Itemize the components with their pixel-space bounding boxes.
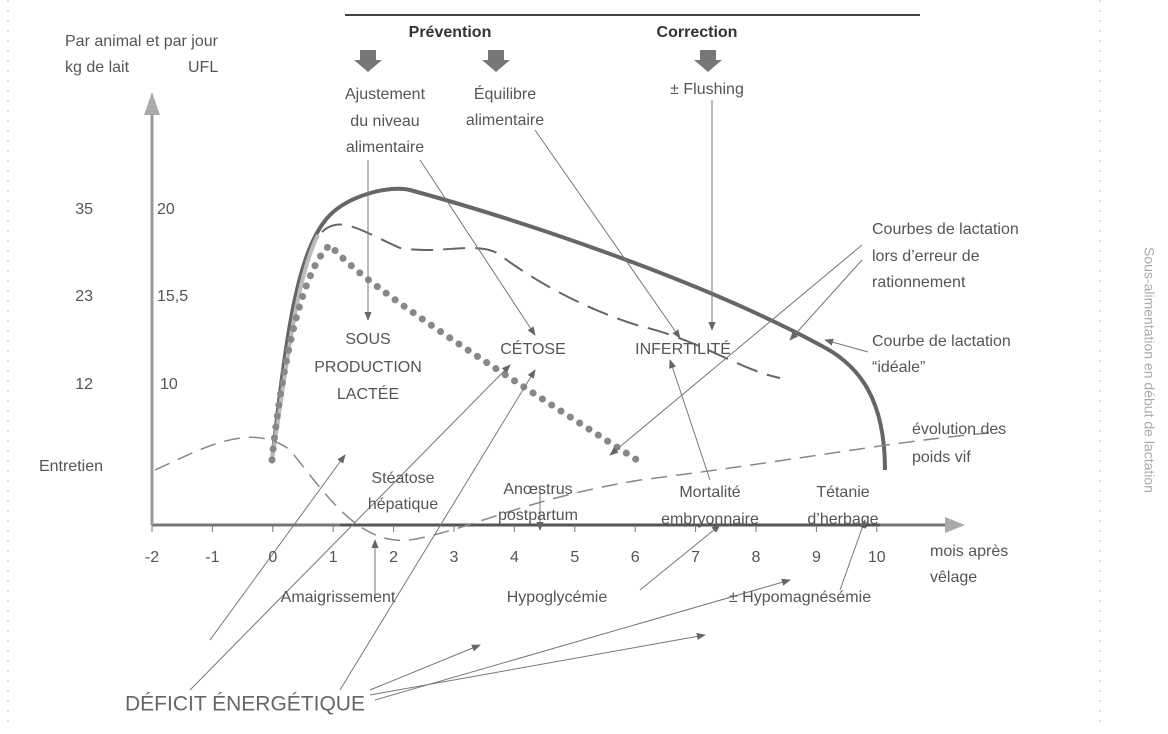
x-tick-label: 2 [389, 549, 398, 566]
x-title: vêlage [930, 569, 977, 586]
label: lors d’erreur de [872, 248, 980, 265]
label: INFERTILITÉ [635, 339, 731, 358]
label: d’herbage [807, 511, 878, 528]
label: poids vif [912, 449, 971, 466]
deficit: DÉFICIT ÉNERGÉTIQUE [125, 693, 365, 716]
x-tick-label: 1 [329, 549, 338, 566]
label: Équilibre [474, 84, 536, 103]
x-tick-label: 6 [631, 549, 640, 566]
label: Mortalité [679, 484, 740, 501]
axes [144, 92, 965, 533]
arrows [189, 50, 869, 701]
label: évolution des [912, 421, 1006, 438]
x-tick-label: 3 [450, 549, 459, 566]
label: alimentaire [466, 112, 544, 129]
label: hépatique [368, 496, 438, 513]
label: ± Flushing [670, 81, 744, 98]
x-tick-label: -1 [205, 549, 219, 566]
y-tick-label: 10 [160, 376, 178, 393]
label: rationnement [872, 274, 966, 291]
curve-labels: Courbes de lactation lors d’erreur de ra… [872, 221, 1019, 466]
side-title: Sous-alimentation en début de lactation [1141, 247, 1157, 493]
actions: Ajustement du niveau alimentaire Équilib… [345, 81, 744, 156]
label: ± Hypomagnésémie [729, 589, 871, 606]
label: “idéale” [872, 359, 925, 376]
x-title: mois après [930, 543, 1008, 560]
y-tick-label: 35 [75, 201, 93, 218]
x-tick-label: 5 [570, 549, 579, 566]
y-tick-label: 15,5 [157, 288, 188, 305]
label: Ajustement [345, 86, 426, 103]
x-tick-label: 10 [868, 549, 886, 566]
curves [154, 186, 1001, 542]
label: embryonnaire [661, 511, 759, 528]
label: Courbes de lactation [872, 221, 1019, 238]
x-tick-label: 7 [691, 549, 700, 566]
y-unit: kg de lait [65, 59, 130, 76]
label: Hypoglycémie [507, 589, 608, 606]
causes: Amaigrissement Hypoglycémie ± Hypomagnés… [281, 589, 872, 606]
label: Amaigrissement [281, 589, 396, 606]
y-title: Par animal et par jour [65, 33, 219, 50]
frame [7, 0, 1101, 729]
y-tick-label: Entretien [39, 458, 103, 475]
x-tick-label: 9 [812, 549, 821, 566]
y-tick-label: 20 [157, 201, 175, 218]
label: LACTÉE [337, 384, 399, 403]
label: Courbe de lactation [872, 333, 1011, 350]
label: Tétanie [816, 484, 869, 501]
label: alimentaire [346, 139, 424, 156]
label: CÉTOSE [500, 339, 566, 358]
y-tick-label: 12 [75, 376, 93, 393]
y-tick-label: 23 [75, 288, 93, 305]
x-tick-label: -2 [145, 549, 159, 566]
header: Correction [657, 24, 738, 41]
x-tick-label: 0 [268, 549, 277, 566]
disorders: SOUS PRODUCTION LACTÉE CÉTOSE INFERTILIT… [314, 331, 878, 528]
label: Anœstrus [503, 481, 572, 498]
x-ticks: -2 -1 0 1 2 3 4 5 6 7 8 9 10 [145, 525, 886, 566]
header: Prévention [409, 24, 492, 41]
y-unit: UFL [188, 59, 218, 76]
label: Stéatose [371, 470, 434, 487]
x-tick-label: 4 [510, 549, 519, 566]
label: postpartum [498, 507, 578, 524]
label: du niveau [350, 113, 419, 130]
label: SOUS [345, 331, 390, 348]
label: PRODUCTION [314, 359, 422, 376]
x-tick-label: 8 [752, 549, 761, 566]
